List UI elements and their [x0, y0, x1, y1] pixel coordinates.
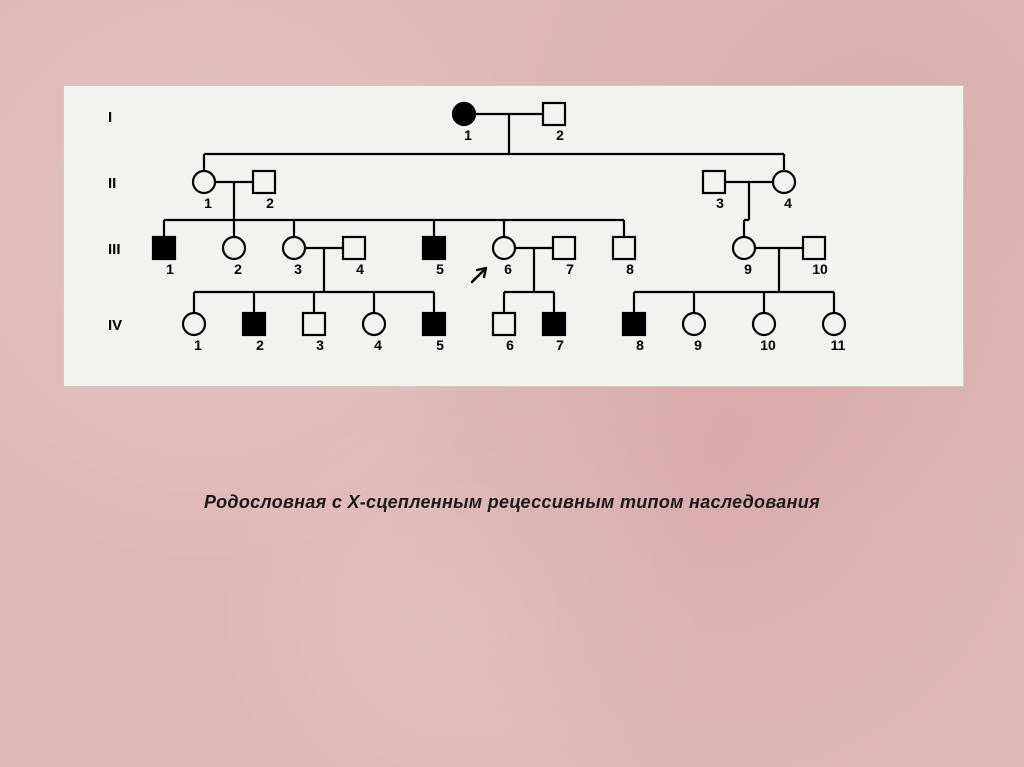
- svg-text:6: 6: [504, 261, 512, 277]
- svg-text:3: 3: [716, 195, 724, 211]
- individual-II2: [253, 171, 275, 193]
- caption: Родословная с Х-сцепленным рецессивным т…: [0, 492, 1024, 513]
- pedigree-svg: IIIIIIIV121234123456789101234567891011: [64, 86, 963, 386]
- individual-III1: [153, 237, 175, 259]
- individual-I1: [453, 103, 475, 125]
- individual-II3: [703, 171, 725, 193]
- svg-text:7: 7: [556, 337, 564, 353]
- individual-III4: [343, 237, 365, 259]
- svg-text:3: 3: [316, 337, 324, 353]
- svg-text:1: 1: [194, 337, 202, 353]
- svg-text:11: 11: [831, 337, 846, 353]
- individual-II1: [193, 171, 215, 193]
- pedigree-panel: IIIIIIIV121234123456789101234567891011: [63, 85, 964, 387]
- individual-IV4: [363, 313, 385, 335]
- individual-IV5: [423, 313, 445, 335]
- svg-text:2: 2: [266, 195, 274, 211]
- svg-text:9: 9: [744, 261, 752, 277]
- svg-text:III: III: [108, 241, 121, 258]
- individual-IV7: [543, 313, 565, 335]
- svg-text:II: II: [108, 175, 116, 192]
- svg-text:4: 4: [784, 195, 792, 211]
- individual-III3: [283, 237, 305, 259]
- svg-text:IV: IV: [108, 317, 122, 334]
- individual-IV1: [183, 313, 205, 335]
- svg-text:I: I: [108, 109, 112, 126]
- svg-text:6: 6: [506, 337, 514, 353]
- individual-III5: [423, 237, 445, 259]
- individual-I2: [543, 103, 565, 125]
- svg-text:1: 1: [204, 195, 212, 211]
- individual-III7: [553, 237, 575, 259]
- svg-text:4: 4: [356, 261, 364, 277]
- svg-text:1: 1: [166, 261, 174, 277]
- individual-IV8: [623, 313, 645, 335]
- proband-arrow: [472, 268, 486, 282]
- svg-text:8: 8: [636, 337, 644, 353]
- individual-III10: [803, 237, 825, 259]
- individual-IV10: [753, 313, 775, 335]
- individual-II4: [773, 171, 795, 193]
- individual-III9: [733, 237, 755, 259]
- svg-text:2: 2: [234, 261, 242, 277]
- svg-text:9: 9: [694, 337, 702, 353]
- svg-text:2: 2: [556, 127, 564, 143]
- individual-IV2: [243, 313, 265, 335]
- individual-III6: [493, 237, 515, 259]
- svg-text:5: 5: [436, 261, 444, 277]
- individual-III2: [223, 237, 245, 259]
- svg-text:3: 3: [294, 261, 302, 277]
- svg-text:5: 5: [436, 337, 444, 353]
- svg-text:10: 10: [812, 261, 828, 277]
- svg-text:8: 8: [626, 261, 634, 277]
- svg-text:2: 2: [256, 337, 264, 353]
- svg-text:1: 1: [464, 127, 472, 143]
- svg-text:7: 7: [566, 261, 574, 277]
- individual-IV3: [303, 313, 325, 335]
- individual-IV9: [683, 313, 705, 335]
- svg-text:10: 10: [760, 337, 776, 353]
- svg-text:4: 4: [374, 337, 382, 353]
- individual-IV11: [823, 313, 845, 335]
- individual-IV6: [493, 313, 515, 335]
- individual-III8: [613, 237, 635, 259]
